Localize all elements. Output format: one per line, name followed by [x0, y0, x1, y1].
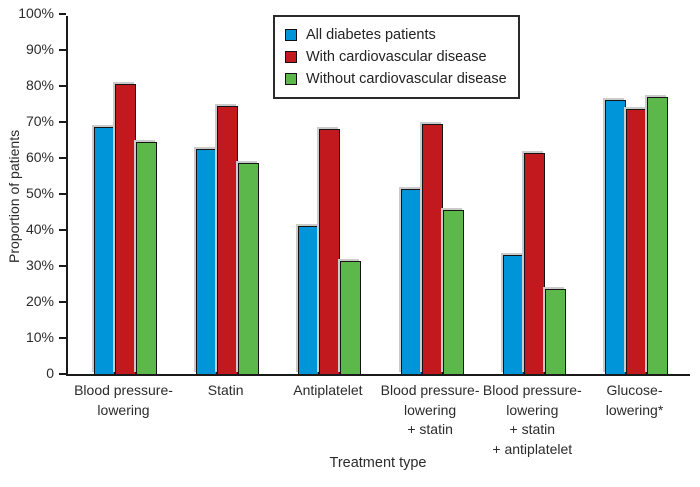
bar-with-cvd-group2 [217, 105, 239, 374]
x-category-label-line: lowering [404, 401, 457, 418]
legend-label: All diabetes patients [306, 27, 436, 43]
legend-swatch-icon [285, 29, 297, 41]
y-axis-tick-label: 100% [18, 5, 54, 21]
bar-with-cvd-group4 [421, 123, 443, 374]
y-axis-tick-label: 20% [25, 293, 54, 309]
bar-all-diabetes-group2 [196, 149, 218, 374]
y-axis-tick-label: 30% [25, 257, 54, 273]
bar-without-cvd-group3 [340, 260, 362, 374]
bar-with-cvd-group3 [319, 129, 341, 374]
x-category-label-line: + statin [407, 421, 453, 437]
y-axis-tick-label: 40% [25, 221, 54, 237]
x-category-label-line: + antiplatelet [492, 440, 573, 457]
x-category-label-group3: Antiplatelet [266, 381, 390, 401]
y-axis-tick [59, 301, 66, 303]
y-axis-tick-label: 80% [25, 77, 54, 93]
legend-label: With cardiovascular disease [306, 49, 487, 65]
bar-all-diabetes-group1 [94, 127, 115, 374]
y-axis-tick-label: 10% [25, 329, 54, 345]
plot-area: 0 10% 20% 30% 40% 50% 60% 70% 80% 90% 100% [18, 6, 690, 380]
x-category-label-line: Statin [207, 382, 244, 398]
y-axis-tick-label: 0 [46, 365, 54, 381]
y-axis-tick [59, 85, 66, 87]
y-axis-tick-label: 50% [25, 185, 54, 201]
y-axis-tick [59, 265, 66, 267]
bar-all-diabetes-group4 [400, 188, 422, 374]
bar-without-cvd-group2 [238, 163, 260, 374]
legend-item-all-diabetes: All diabetes patients [285, 24, 507, 46]
x-category-label-line: Glucose- [606, 382, 663, 398]
y-axis-tick [59, 13, 66, 15]
x-category-label-line: lowering [97, 401, 150, 418]
x-category-label-group2: Statin [164, 381, 288, 401]
legend-label: Without cardiovascular disease [306, 71, 507, 87]
bar-without-cvd-group6 [647, 96, 668, 374]
y-axis-tick-label: 60% [25, 149, 54, 165]
x-category-label-line: Blood pressure- [74, 382, 173, 398]
x-category-label-line: Blood pressure- [482, 382, 582, 398]
y-axis-tick [59, 157, 66, 159]
y-axis-tick [59, 373, 66, 375]
bar-without-cvd-group4 [442, 210, 464, 374]
x-category-label-line: lowering [506, 401, 559, 418]
y-axis-tick [59, 193, 66, 195]
x-category-label-group6: Glucose-lowering* [573, 381, 697, 420]
y-axis-tick [59, 337, 66, 339]
x-category-label-line: lowering* [605, 401, 664, 418]
legend-swatch-icon [285, 73, 297, 85]
bar-without-cvd-group1 [136, 141, 157, 374]
y-axis-tick [59, 229, 66, 231]
x-category-label-line: Blood pressure- [380, 382, 480, 398]
y-axis-tick-label: 90% [25, 41, 54, 57]
bar-with-cvd-group6 [626, 109, 647, 374]
legend-item-with-cvd: With cardiovascular disease [285, 46, 507, 68]
bar-with-cvd-group5 [523, 152, 545, 374]
x-category-label-group4: Blood pressure-lowering + statin [368, 381, 492, 440]
x-category-label-line: + statin [509, 421, 556, 437]
x-category-label-group1: Blood pressure-lowering [62, 381, 186, 420]
y-axis-tick [59, 49, 66, 51]
legend-item-without-cvd: Without cardiovascular disease [285, 68, 507, 90]
bar-all-diabetes-group3 [298, 226, 320, 374]
bar-without-cvd-group5 [544, 289, 566, 374]
x-category-label-line: Antiplatelet [293, 382, 363, 398]
bar-all-diabetes-group6 [605, 100, 626, 374]
y-axis-tick [59, 121, 66, 123]
x-category-label-group5: Blood pressure-lowering + statin + antipla… [470, 381, 594, 459]
bar-with-cvd-group1 [115, 84, 136, 374]
y-axis-tick-label: 70% [25, 113, 54, 129]
legend: All diabetes patients With cardiovascular… [273, 15, 520, 99]
legend-swatch-icon [285, 51, 297, 63]
bar-all-diabetes-group5 [502, 255, 524, 374]
x-axis-title: Treatment type [329, 455, 427, 471]
